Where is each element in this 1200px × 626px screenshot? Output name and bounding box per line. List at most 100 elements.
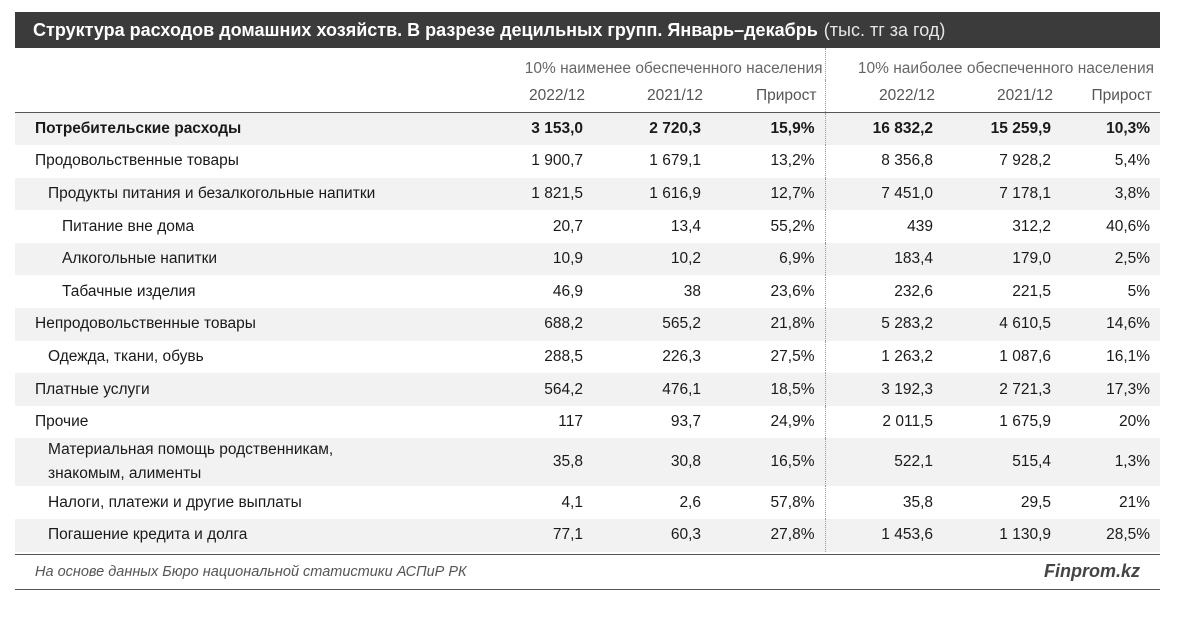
cell-value: 312,2: [1012, 217, 1051, 235]
cell-value: 40,6%: [1106, 217, 1151, 235]
cell-value: 6,9%: [711, 242, 826, 276]
cell-value: 15,9%: [711, 112, 826, 146]
cell-value: 1 900,7: [531, 152, 583, 170]
group-header-row: 10% наименее обеспеченного населения 10%…: [15, 48, 1160, 80]
cell-value: 3,8%: [1061, 177, 1161, 211]
row-label: Погашение кредита и долга: [15, 519, 475, 552]
cell-value: 16 832,2: [825, 112, 943, 146]
cell-value: 5,4%: [1114, 152, 1151, 170]
cell-value: 21%: [1119, 493, 1151, 511]
cell-value: 93,7: [670, 413, 701, 431]
cell-value: 688,2: [475, 308, 593, 341]
cell-value: 16,5%: [711, 438, 826, 487]
column-header: 2021/12: [943, 80, 1061, 113]
row-label: Питание вне дома: [62, 217, 195, 235]
expenses-table: 10% наименее обеспеченного населения 10%…: [15, 48, 1161, 552]
cell-value: 4,1: [561, 493, 583, 511]
cell-value: 2 720,3: [593, 112, 711, 146]
row-label: Табачные изделия: [62, 282, 196, 300]
cell-value: 5%: [1127, 282, 1151, 300]
cell-value: 522,1: [825, 438, 943, 487]
column-header: Прирост: [1061, 80, 1161, 113]
cell-value: 7 178,1: [943, 177, 1061, 211]
table-row-non-food: Непродовольственные товары 688,2 565,2 2…: [15, 308, 1161, 341]
column-header: 2021/12: [593, 80, 711, 113]
table-row-alcohol: Алкогольные напитки 10,9 10,2 6,9% 183,4…: [15, 242, 1161, 276]
cell-value: 12,7%: [711, 177, 826, 211]
cell-value: 1 087,6: [999, 347, 1051, 365]
cell-value: 183,4: [825, 242, 943, 276]
cell-value: 60,3: [593, 519, 711, 552]
cell-value: 27,8%: [711, 519, 826, 552]
cell-value: 77,1: [475, 519, 593, 552]
table-row-taxes: Налоги, платежи и другие выплаты 4,1 2,6…: [15, 486, 1160, 520]
cell-value: 55,2%: [711, 210, 826, 243]
cell-value: 8 356,8: [881, 152, 933, 170]
cell-value: 4 610,5: [943, 308, 1061, 341]
cell-value: 46,9: [552, 282, 583, 300]
table-footer: На основе данных Бюро национальной стати…: [15, 553, 1160, 590]
cell-value: 232,6: [894, 282, 933, 300]
cell-value: 1,3%: [1061, 438, 1161, 487]
table-title: Структура расходов домашних хозяйств. В …: [33, 19, 818, 40]
cell-value: 18,5%: [711, 373, 826, 406]
cell-value: 23,6%: [711, 275, 826, 309]
row-label: Налоги, платежи и другие выплаты: [48, 493, 302, 511]
cell-value: 17,3%: [1061, 373, 1161, 406]
cell-value: 1 130,9: [943, 519, 1061, 552]
cell-value: 1 263,2: [881, 347, 933, 365]
cell-value: 1 453,6: [825, 519, 943, 552]
report-table-panel: Структура расходов домашних хозяйств. В …: [15, 12, 1161, 590]
table-row-loan-repayment: Погашение кредита и долга 77,1 60,3 27,8…: [15, 519, 1161, 552]
table-unit: (тыс. тг за год): [823, 19, 946, 40]
title-bar: Структура расходов домашних хозяйств. В …: [15, 12, 1160, 48]
cell-value: 1 616,9: [593, 177, 711, 211]
table-row-tobacco: Табачные изделия 46,9 38 23,6% 232,6 221…: [15, 275, 1160, 309]
cell-value: 20%: [1119, 413, 1151, 431]
cell-value: 20,7: [552, 217, 583, 235]
cell-value: 179,0: [943, 242, 1061, 276]
cell-value: 5 283,2: [825, 308, 943, 341]
cell-value: 29,5: [1020, 493, 1051, 511]
cell-value: 35,8: [475, 438, 593, 487]
cell-value: 564,2: [475, 373, 593, 406]
cell-value: 38: [683, 282, 701, 300]
cell-value: 57,8%: [711, 486, 826, 520]
table-row-paid-services: Платные услуги 564,2 476,1 18,5% 3 192,3…: [15, 373, 1161, 406]
cell-value: 1 679,1: [649, 152, 701, 170]
cell-value: 7 451,0: [825, 177, 943, 211]
cell-value: 2 011,5: [882, 413, 933, 431]
row-label: Алкогольные напитки: [15, 242, 475, 276]
cell-value: 35,8: [902, 493, 933, 511]
row-label-line: знакомым, алименты: [48, 465, 202, 483]
cell-value: 28,5%: [1061, 519, 1161, 552]
table-row-consumer-expenses: Потребительские расходы 3 153,0 2 720,3 …: [15, 112, 1161, 146]
table-row-food-goods: Продовольственные товары 1 900,7 1 679,1…: [15, 145, 1160, 178]
table-row-food-drinks: Продукты питания и безалкогольные напитк…: [15, 177, 1161, 211]
source-note: На основе данных Бюро национальной стати…: [35, 563, 467, 580]
column-header: 2022/12: [475, 80, 593, 113]
cell-value: 30,8: [593, 438, 711, 487]
row-label: Потребительские расходы: [15, 112, 475, 146]
column-header: Прирост: [711, 80, 826, 113]
cell-value: 476,1: [593, 373, 711, 406]
cell-value: 565,2: [593, 308, 711, 341]
row-label: Платные услуги: [15, 373, 475, 406]
cell-value: 221,5: [1012, 282, 1051, 300]
group-header-high: 10% наиболее обеспеченного населения: [857, 60, 1155, 77]
cell-value: 2 721,3: [943, 373, 1061, 406]
row-label: Одежда, ткани, обувь: [48, 347, 204, 365]
cell-value: 24,9%: [711, 405, 826, 439]
row-label-line: Материальная помощь родственникам,: [48, 441, 334, 459]
row-label: Продовольственные товары: [35, 152, 239, 170]
cell-value: 1 821,5: [475, 177, 593, 211]
cell-value: 13,4: [670, 217, 701, 235]
cell-value: 439: [907, 217, 933, 235]
cell-value: 1 675,9: [999, 413, 1051, 431]
column-header: 2022/12: [825, 80, 943, 113]
table-row-other: Прочие 117 93,7 24,9% 2 011,5 1 675,9 20…: [15, 405, 1160, 439]
cell-value: 288,5: [544, 347, 583, 365]
brand-logo: Finprom.kz: [1043, 561, 1140, 582]
table-row-clothing: Одежда, ткани, обувь 288,5 226,3 27,5% 1…: [15, 340, 1160, 374]
cell-value: 27,5%: [711, 340, 826, 374]
